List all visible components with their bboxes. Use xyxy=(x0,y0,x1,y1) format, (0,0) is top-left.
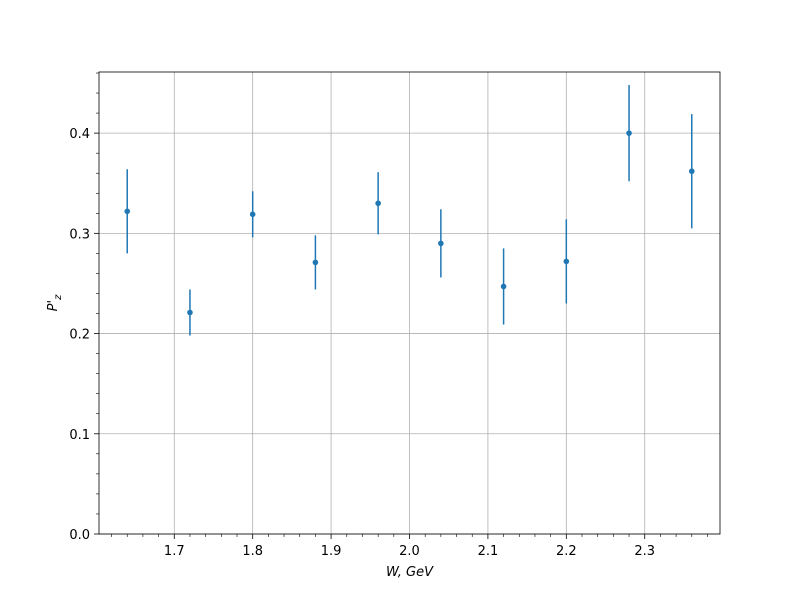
y-tick-label: 0.2 xyxy=(69,328,90,343)
y-tick-label: 0.1 xyxy=(69,428,90,443)
y-tick-label: 0.3 xyxy=(69,227,90,242)
data-point xyxy=(249,211,256,218)
x-tick-label: 2.0 xyxy=(399,544,420,559)
data-point xyxy=(626,130,632,136)
y-axis-label-sub: z xyxy=(53,294,64,301)
plot-frame xyxy=(98,71,721,535)
x-tick-label: 2.2 xyxy=(556,544,577,559)
data-point xyxy=(187,309,193,316)
data-point xyxy=(124,208,131,215)
x-tick-label: 2.3 xyxy=(634,544,655,559)
x-tick-label: 1.7 xyxy=(164,544,185,559)
data-point xyxy=(438,240,444,247)
data-point xyxy=(500,283,507,290)
y-axis-label-base: P' xyxy=(46,300,61,311)
y-axis-label: P'z xyxy=(46,294,64,311)
y-tick-label: 0.0 xyxy=(69,528,90,543)
data-point xyxy=(563,258,570,265)
data-point xyxy=(375,200,381,207)
data-point xyxy=(688,168,695,175)
x-tick-label: 1.8 xyxy=(242,544,263,559)
y-tick-label: 0.4 xyxy=(69,127,90,142)
x-tick-label: 1.9 xyxy=(321,544,342,559)
data-point xyxy=(312,259,319,266)
x-axis-label: W, GeV xyxy=(386,565,434,580)
x-tick-label: 2.1 xyxy=(478,544,499,559)
